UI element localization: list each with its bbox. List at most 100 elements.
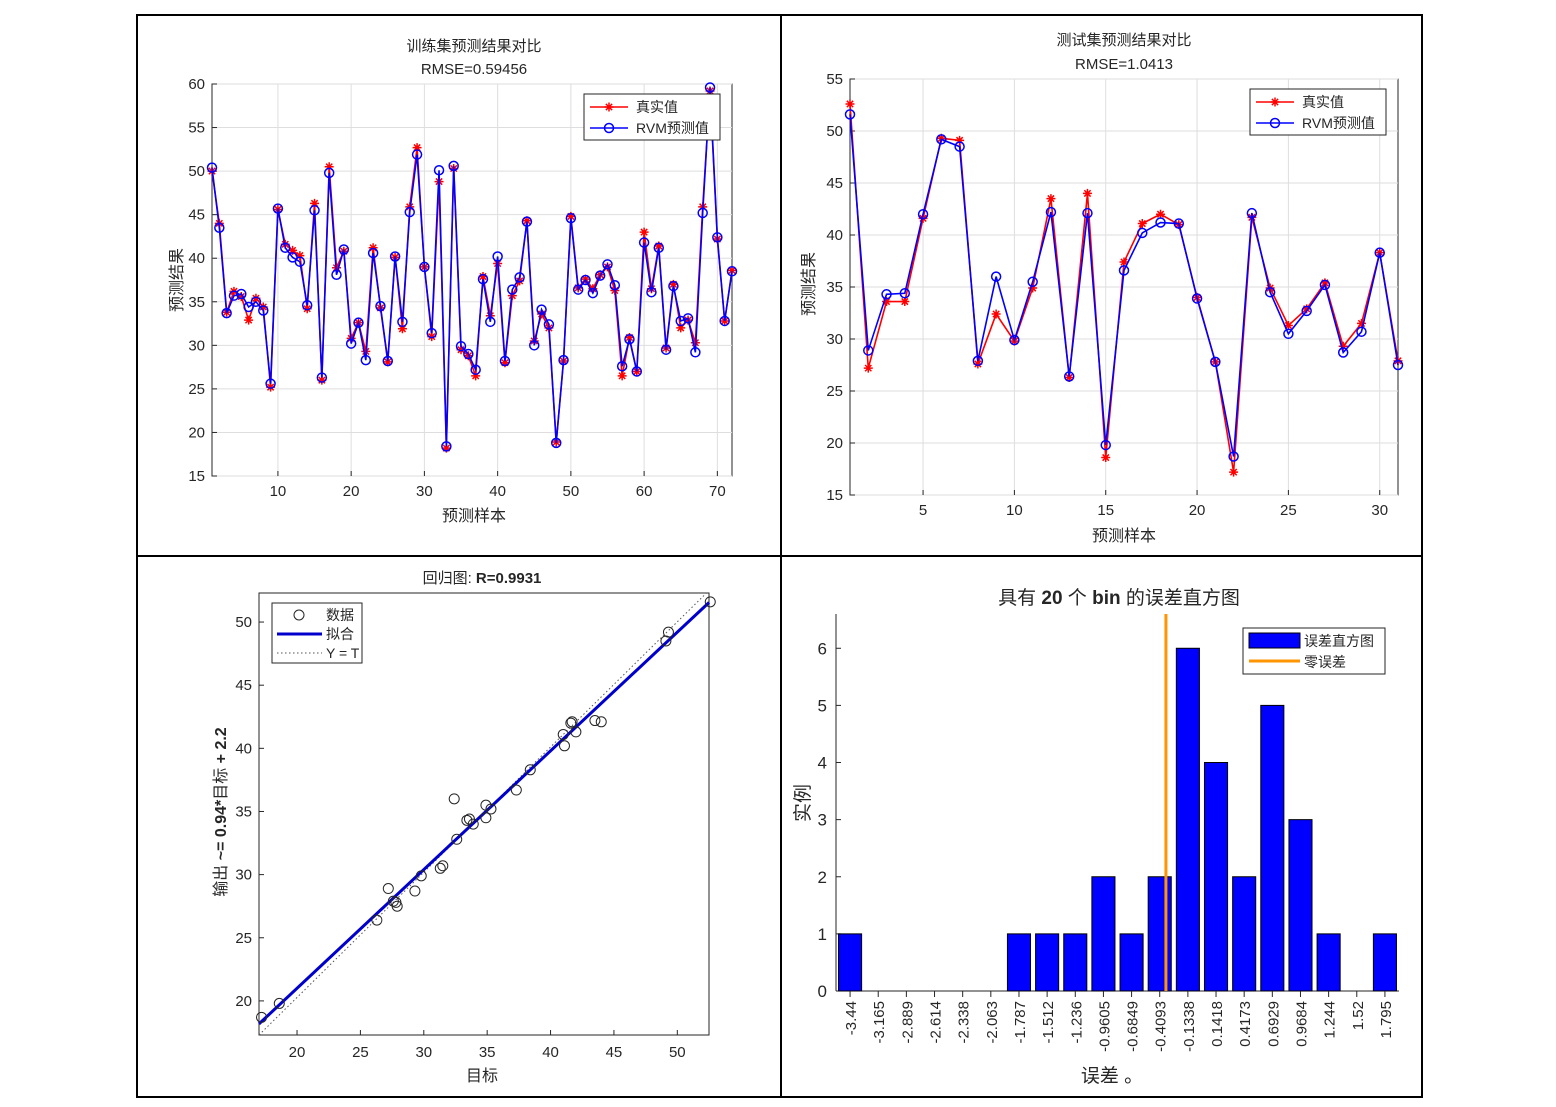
regression-ylabel-prefix: 输出 bbox=[212, 860, 230, 896]
test-xtick-label: 20 bbox=[1189, 502, 1206, 519]
test-true-point bbox=[1046, 194, 1056, 204]
test-predicted-point bbox=[990, 271, 1002, 282]
test-ytick-label: 15 bbox=[826, 487, 843, 504]
histogram-legend-bar-swatch bbox=[1248, 632, 1301, 649]
train-true-point bbox=[456, 345, 466, 355]
histogram-legend-label: 误差直方图 bbox=[1304, 633, 1374, 649]
train-true-point bbox=[478, 272, 488, 282]
test-ylabel: 预测结果 bbox=[800, 252, 818, 316]
test-predicted-point bbox=[1082, 207, 1093, 219]
train-true-point bbox=[602, 262, 612, 272]
histogram-title-prefix: 具有 bbox=[998, 587, 1041, 609]
train-ytick-label: 25 bbox=[188, 381, 205, 398]
train-predicted-point bbox=[463, 348, 474, 360]
test-predicted-point bbox=[954, 141, 965, 152]
regression-ylabel-mid: 目标 bbox=[212, 768, 230, 800]
test-predicted-point bbox=[1100, 439, 1111, 451]
test-true-point bbox=[1156, 209, 1166, 219]
histogram-ytick-label: 6 bbox=[818, 639, 827, 658]
test-predicted-point bbox=[972, 355, 984, 367]
train-predicted-point bbox=[228, 290, 240, 301]
regression-xtick-label: 50 bbox=[669, 1044, 686, 1061]
regression-ytick-label: 30 bbox=[235, 867, 252, 884]
histogram-xtick-label: -1.236 bbox=[1068, 1001, 1085, 1044]
regression-data-point bbox=[391, 900, 403, 912]
test-series-predicted-line bbox=[849, 114, 1399, 457]
histogram-xtick-label: -2.063 bbox=[984, 1001, 1001, 1044]
histogram-bar bbox=[1035, 933, 1060, 992]
regression-chart: 回归图: R=0.9931 目标 输出 ~= 0.94*目标 + 2.2 20 2… bbox=[212, 570, 716, 1085]
train-true-point bbox=[471, 371, 481, 381]
test-xtick-label: 15 bbox=[1097, 502, 1114, 519]
test-true-point bbox=[955, 135, 965, 145]
histogram-xtick-label: -0.6849 bbox=[1125, 1001, 1142, 1052]
train-true-point bbox=[310, 198, 320, 208]
train-predicted-point bbox=[323, 167, 335, 179]
train-predicted-point bbox=[492, 251, 503, 262]
train-predicted-point bbox=[726, 266, 738, 277]
histogram-xtick-label: -0.1338 bbox=[1181, 1001, 1198, 1052]
test-predicted-point bbox=[1118, 265, 1130, 276]
test-true-point bbox=[1101, 453, 1111, 463]
histogram-bar bbox=[1316, 933, 1341, 992]
test-true-point bbox=[991, 309, 1001, 319]
regression-ytick-label: 25 bbox=[235, 930, 252, 947]
regression-data-point bbox=[595, 716, 607, 728]
train-predicted-point bbox=[660, 344, 672, 355]
regression-ytick-label: 20 bbox=[235, 993, 252, 1010]
train-true-point bbox=[383, 357, 393, 367]
histogram-bar bbox=[1006, 933, 1032, 992]
train-predicted-point bbox=[719, 315, 730, 327]
train-predicted-point bbox=[609, 279, 621, 291]
histogram-ylabel: 实例 bbox=[792, 784, 814, 822]
regression-data-point bbox=[382, 883, 394, 895]
test-xtick-label: 10 bbox=[1006, 502, 1023, 519]
test-predicted-point bbox=[917, 208, 929, 220]
train-predicted-point bbox=[404, 206, 415, 218]
test-true-point bbox=[936, 133, 946, 143]
train-predicted-point bbox=[367, 247, 379, 259]
regression-ylabel: 输出 ~= 0.94*目标 + 2.2 bbox=[212, 727, 230, 897]
histogram-ytick-label: 2 bbox=[818, 868, 827, 887]
test-legend-marker bbox=[1270, 97, 1280, 107]
test-ytick-label: 25 bbox=[826, 383, 843, 400]
train-ytick-label: 55 bbox=[188, 120, 205, 137]
test-predicted-point bbox=[1356, 326, 1367, 337]
regression-xtick-label: 20 bbox=[289, 1044, 306, 1061]
train-predicted-point bbox=[529, 340, 540, 351]
train-predicted-point bbox=[236, 288, 247, 300]
histogram-xtick-label: 1.52 bbox=[1350, 1001, 1367, 1030]
train-true-point bbox=[236, 292, 246, 302]
train-predicted-point bbox=[206, 162, 218, 173]
histogram-title-mid: 个 bbox=[1063, 587, 1093, 609]
test-predicted-point bbox=[1009, 334, 1020, 346]
histogram-xtick-label: -2.614 bbox=[928, 1001, 945, 1044]
histogram-bar bbox=[838, 933, 863, 992]
histogram-xtick-label: 0.4173 bbox=[1237, 1001, 1254, 1047]
train-predicted-point bbox=[668, 280, 679, 292]
histogram-ytick-label: 4 bbox=[818, 754, 827, 773]
regression-ytick-label: 40 bbox=[235, 740, 252, 757]
train-series-predicted-line bbox=[211, 87, 733, 447]
regression-data-point bbox=[467, 818, 479, 830]
test-true-point bbox=[1082, 188, 1092, 198]
histogram-xtick-label: -3.44 bbox=[843, 1001, 860, 1035]
train-ytick-label: 35 bbox=[188, 294, 205, 311]
train-predicted-point bbox=[653, 242, 665, 254]
train-xtick-label: 70 bbox=[709, 483, 726, 500]
histogram-xtick-label: -2.338 bbox=[956, 1001, 973, 1044]
train-predicted-point bbox=[580, 274, 591, 286]
test-rmse: RMSE=1.0413 bbox=[1075, 56, 1173, 73]
train-predicted-point bbox=[507, 284, 518, 295]
train-predicted-point bbox=[470, 364, 481, 375]
regression-data-point bbox=[371, 914, 383, 926]
train-predicted-point bbox=[477, 273, 489, 285]
regression-title-r: R=0.9931 bbox=[476, 570, 541, 587]
train-xlabel: 预测样本 bbox=[442, 507, 506, 525]
train-chart: 训练集预测结果对比 RMSE=0.59456 预测样本 预测结果 10 20 30 4… bbox=[168, 38, 738, 525]
histogram-xlabel: 误差 。 bbox=[1081, 1065, 1143, 1087]
train-true-point bbox=[302, 304, 312, 314]
test-predicted-point bbox=[1063, 371, 1075, 382]
histogram-bar bbox=[1175, 647, 1200, 992]
train-true-point bbox=[727, 265, 737, 275]
